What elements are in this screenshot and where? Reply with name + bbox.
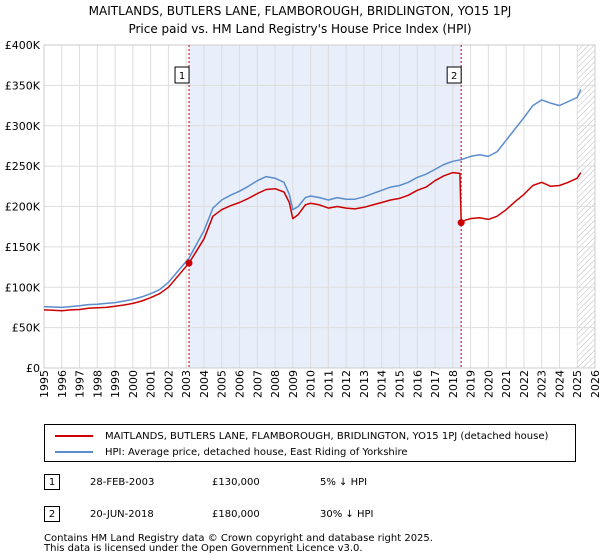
- x-tick-label: 2024: [553, 370, 566, 398]
- x-tick-label: 2015: [393, 370, 406, 398]
- x-tick-label: 2008: [269, 370, 282, 398]
- x-tick-label: 2017: [429, 370, 442, 398]
- sale-point: [185, 259, 193, 267]
- x-tick-label: 1998: [91, 370, 104, 398]
- x-tick-label: 2004: [198, 370, 211, 398]
- transaction-hpi-diff: 5% ↓ HPI: [320, 476, 368, 488]
- footer-licence: This data is licensed under the Open Gov…: [44, 543, 363, 554]
- sale-marker-label: 1: [179, 71, 185, 82]
- x-tick-label: 2011: [322, 370, 335, 398]
- x-tick-label: 2010: [305, 370, 318, 398]
- sale-marker-box: [446, 66, 462, 84]
- legend-item-property: MAITLANDS, BUTLERS LANE, FLAMBOROUGH, BR…: [45, 428, 548, 444]
- x-tick-label: 2023: [536, 370, 549, 398]
- x-tick-label: 2019: [465, 370, 478, 398]
- y-tick-label: £100K: [5, 281, 41, 294]
- x-tick-label: 2001: [145, 370, 158, 398]
- legend-label-property: MAITLANDS, BUTLERS LANE, FLAMBOROUGH, BR…: [105, 430, 549, 442]
- y-tick-label: £250K: [5, 160, 41, 173]
- y-tick-label: £350K: [5, 79, 41, 92]
- transaction-price: £180,000: [212, 508, 260, 520]
- transaction-row: 1 28-FEB-2003 £130,000 5% ↓ HPI: [44, 472, 444, 492]
- x-tick-label: 2020: [482, 370, 495, 398]
- y-tick-label: £300K: [5, 120, 41, 133]
- legend-swatch-property: [55, 435, 93, 437]
- chart-title-line1: MAITLANDS, BUTLERS LANE, FLAMBOROUGH, BR…: [88, 4, 512, 18]
- x-tick-label: 2022: [518, 370, 531, 398]
- legend-label-hpi: HPI: Average price, detached house, East…: [105, 446, 408, 458]
- x-tick-label: 1999: [109, 370, 122, 398]
- x-tick-label: 2021: [500, 370, 513, 398]
- x-tick-label: 2013: [358, 370, 371, 398]
- hpi-series-line: [43, 89, 582, 309]
- x-tick-label: 2003: [180, 370, 193, 398]
- transaction-price: £130,000: [212, 476, 260, 488]
- transaction-badge: 2: [44, 506, 60, 522]
- y-tick-label: £50K: [12, 322, 41, 335]
- property-series-line: [43, 171, 582, 312]
- x-tick-label: 2000: [127, 370, 140, 398]
- x-tick-label: 2009: [287, 370, 300, 398]
- x-tick-label: 2018: [447, 370, 460, 398]
- x-tick-label: 2012: [340, 370, 353, 398]
- y-tick-label: £150K: [5, 241, 41, 254]
- x-tick-label: 2002: [162, 370, 175, 398]
- x-tick-label: 2006: [234, 370, 247, 398]
- y-tick-label: £0: [26, 362, 40, 375]
- chart-title-line2: Price paid vs. HM Land Registry's House …: [128, 22, 472, 36]
- x-tick-label: 2014: [376, 370, 389, 398]
- x-tick-label: 1996: [56, 370, 69, 398]
- x-tick-label: 2007: [251, 370, 264, 398]
- x-tick-label: 2025: [571, 370, 584, 398]
- transaction-date: 20-JUN-2018: [90, 508, 154, 520]
- sale-marker-box: [174, 66, 190, 84]
- legend-item-hpi: HPI: Average price, detached house, East…: [45, 444, 408, 460]
- y-tick-label: £400K: [5, 39, 41, 52]
- price-chart: £0 £50K £100K £150K £200K £250K £300K £350K £400…: [5, 39, 600, 398]
- transaction-date: 28-FEB-2003: [90, 476, 155, 488]
- x-tick-label: 1995: [38, 370, 51, 398]
- x-tick-label: 2016: [411, 370, 424, 398]
- chart-legend: MAITLANDS, BUTLERS LANE, FLAMBOROUGH, BR…: [44, 424, 576, 462]
- y-tick-label: £200K: [5, 201, 41, 214]
- transaction-badge: 1: [44, 474, 60, 490]
- sale-marker-label: 2: [451, 71, 457, 82]
- plot-frame: [43, 44, 596, 369]
- x-tick-label: 2026: [589, 370, 600, 398]
- footer-copyright: Contains HM Land Registry data © Crown c…: [44, 533, 433, 544]
- transaction-hpi-diff: 30% ↓ HPI: [320, 508, 374, 520]
- legend-swatch-hpi: [55, 451, 93, 453]
- sale-point: [457, 219, 465, 227]
- transaction-row: 2 20-JUN-2018 £180,000 30% ↓ HPI: [44, 504, 444, 524]
- x-tick-label: 1997: [74, 370, 87, 398]
- x-tick-label: 2005: [216, 370, 229, 398]
